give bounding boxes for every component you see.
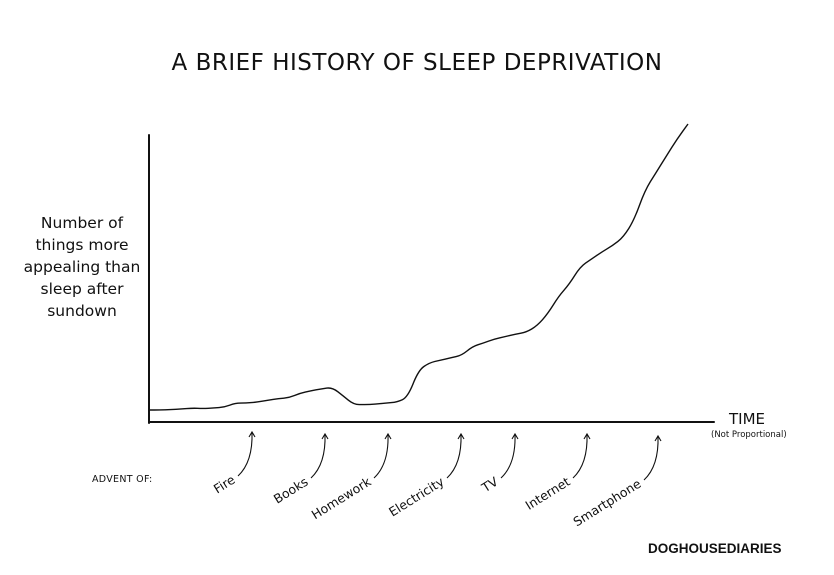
event-arrow xyxy=(237,431,253,477)
event-label: Fire xyxy=(211,472,238,497)
event-arrow-head xyxy=(248,430,256,438)
annotations-prefix: ADVENT OF: xyxy=(92,474,153,485)
event-fire: Fire xyxy=(211,430,256,497)
event-arrow-head xyxy=(321,432,329,440)
event-smartphone: Smartphone xyxy=(570,434,662,530)
credit-logo: DOGHOUSEDIARIES xyxy=(648,541,782,556)
event-arrow-head xyxy=(583,432,591,440)
event-label: Internet xyxy=(523,474,573,513)
event-internet: Internet xyxy=(523,432,591,513)
event-label: TV xyxy=(478,474,501,496)
y-axis-label: Number of things more appealing than sle… xyxy=(23,214,141,320)
x-axis-note: (Not Proportional) xyxy=(711,430,787,440)
event-homework: Homework xyxy=(309,432,392,522)
chart-title: A BRIEF HISTORY OF SLEEP DEPRIVATION xyxy=(171,50,663,76)
event-arrow xyxy=(310,433,326,479)
event-arrow-head xyxy=(654,434,662,442)
series-line-0 xyxy=(149,123,689,411)
event-arrow xyxy=(643,435,659,481)
event-arrow-head xyxy=(384,432,392,440)
event-electricity: Electricity xyxy=(386,432,465,520)
event-arrow xyxy=(446,433,462,479)
event-label: Books xyxy=(271,474,311,507)
event-label: Smartphone xyxy=(570,476,643,530)
event-tv: TV xyxy=(478,432,519,496)
event-arrow-head xyxy=(511,432,519,440)
event-books: Books xyxy=(271,432,329,507)
event-label: Homework xyxy=(309,473,375,522)
event-arrow xyxy=(572,433,588,479)
event-arrow xyxy=(500,433,516,479)
event-arrow-head xyxy=(457,432,465,440)
x-axis-label: TIME xyxy=(729,410,766,428)
event-label: Electricity xyxy=(386,474,447,520)
event-arrow xyxy=(373,433,389,479)
